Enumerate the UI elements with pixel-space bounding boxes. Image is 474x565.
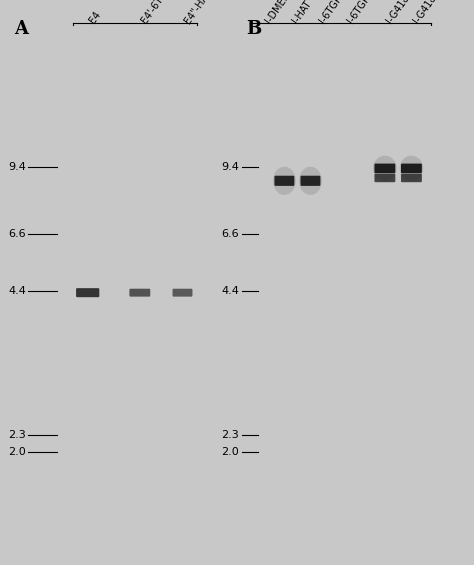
Text: E4"-HATR/G418R: E4"-HATR/G418R [182, 0, 238, 25]
FancyBboxPatch shape [129, 289, 150, 297]
Text: I-6TGR-1: I-6TGR-1 [318, 0, 350, 25]
Ellipse shape [373, 156, 397, 181]
Text: 2.3: 2.3 [9, 430, 26, 440]
Text: B: B [246, 20, 262, 38]
Text: 2.3: 2.3 [222, 430, 239, 440]
Text: 6.6: 6.6 [222, 229, 239, 240]
FancyBboxPatch shape [76, 288, 100, 297]
Text: 2.0: 2.0 [222, 447, 239, 457]
Text: I-DMEM: I-DMEM [263, 0, 292, 25]
Text: 4.4: 4.4 [8, 286, 26, 296]
Text: I-6TGR-2: I-6TGR-2 [345, 0, 377, 25]
Ellipse shape [299, 167, 322, 195]
Text: E4'-6TGR: E4'-6TGR [140, 0, 173, 25]
FancyBboxPatch shape [301, 176, 320, 186]
FancyBboxPatch shape [374, 164, 395, 173]
Ellipse shape [400, 156, 423, 181]
Text: E4: E4 [88, 10, 103, 25]
Text: A: A [14, 20, 28, 38]
Text: 2.0: 2.0 [9, 447, 26, 457]
Text: 6.6: 6.6 [9, 229, 26, 240]
Text: 9.4: 9.4 [8, 162, 26, 172]
FancyBboxPatch shape [274, 176, 294, 186]
Text: 4.4: 4.4 [221, 286, 239, 296]
Text: I-G418R-2: I-G418R-2 [411, 0, 447, 25]
FancyBboxPatch shape [173, 289, 192, 297]
Ellipse shape [273, 167, 296, 195]
Text: I-G418R-1: I-G418R-1 [385, 0, 421, 25]
FancyBboxPatch shape [401, 173, 422, 182]
Text: 9.4: 9.4 [221, 162, 239, 172]
FancyBboxPatch shape [401, 164, 422, 173]
Text: I-HAT: I-HAT [290, 0, 313, 25]
FancyBboxPatch shape [374, 173, 395, 182]
